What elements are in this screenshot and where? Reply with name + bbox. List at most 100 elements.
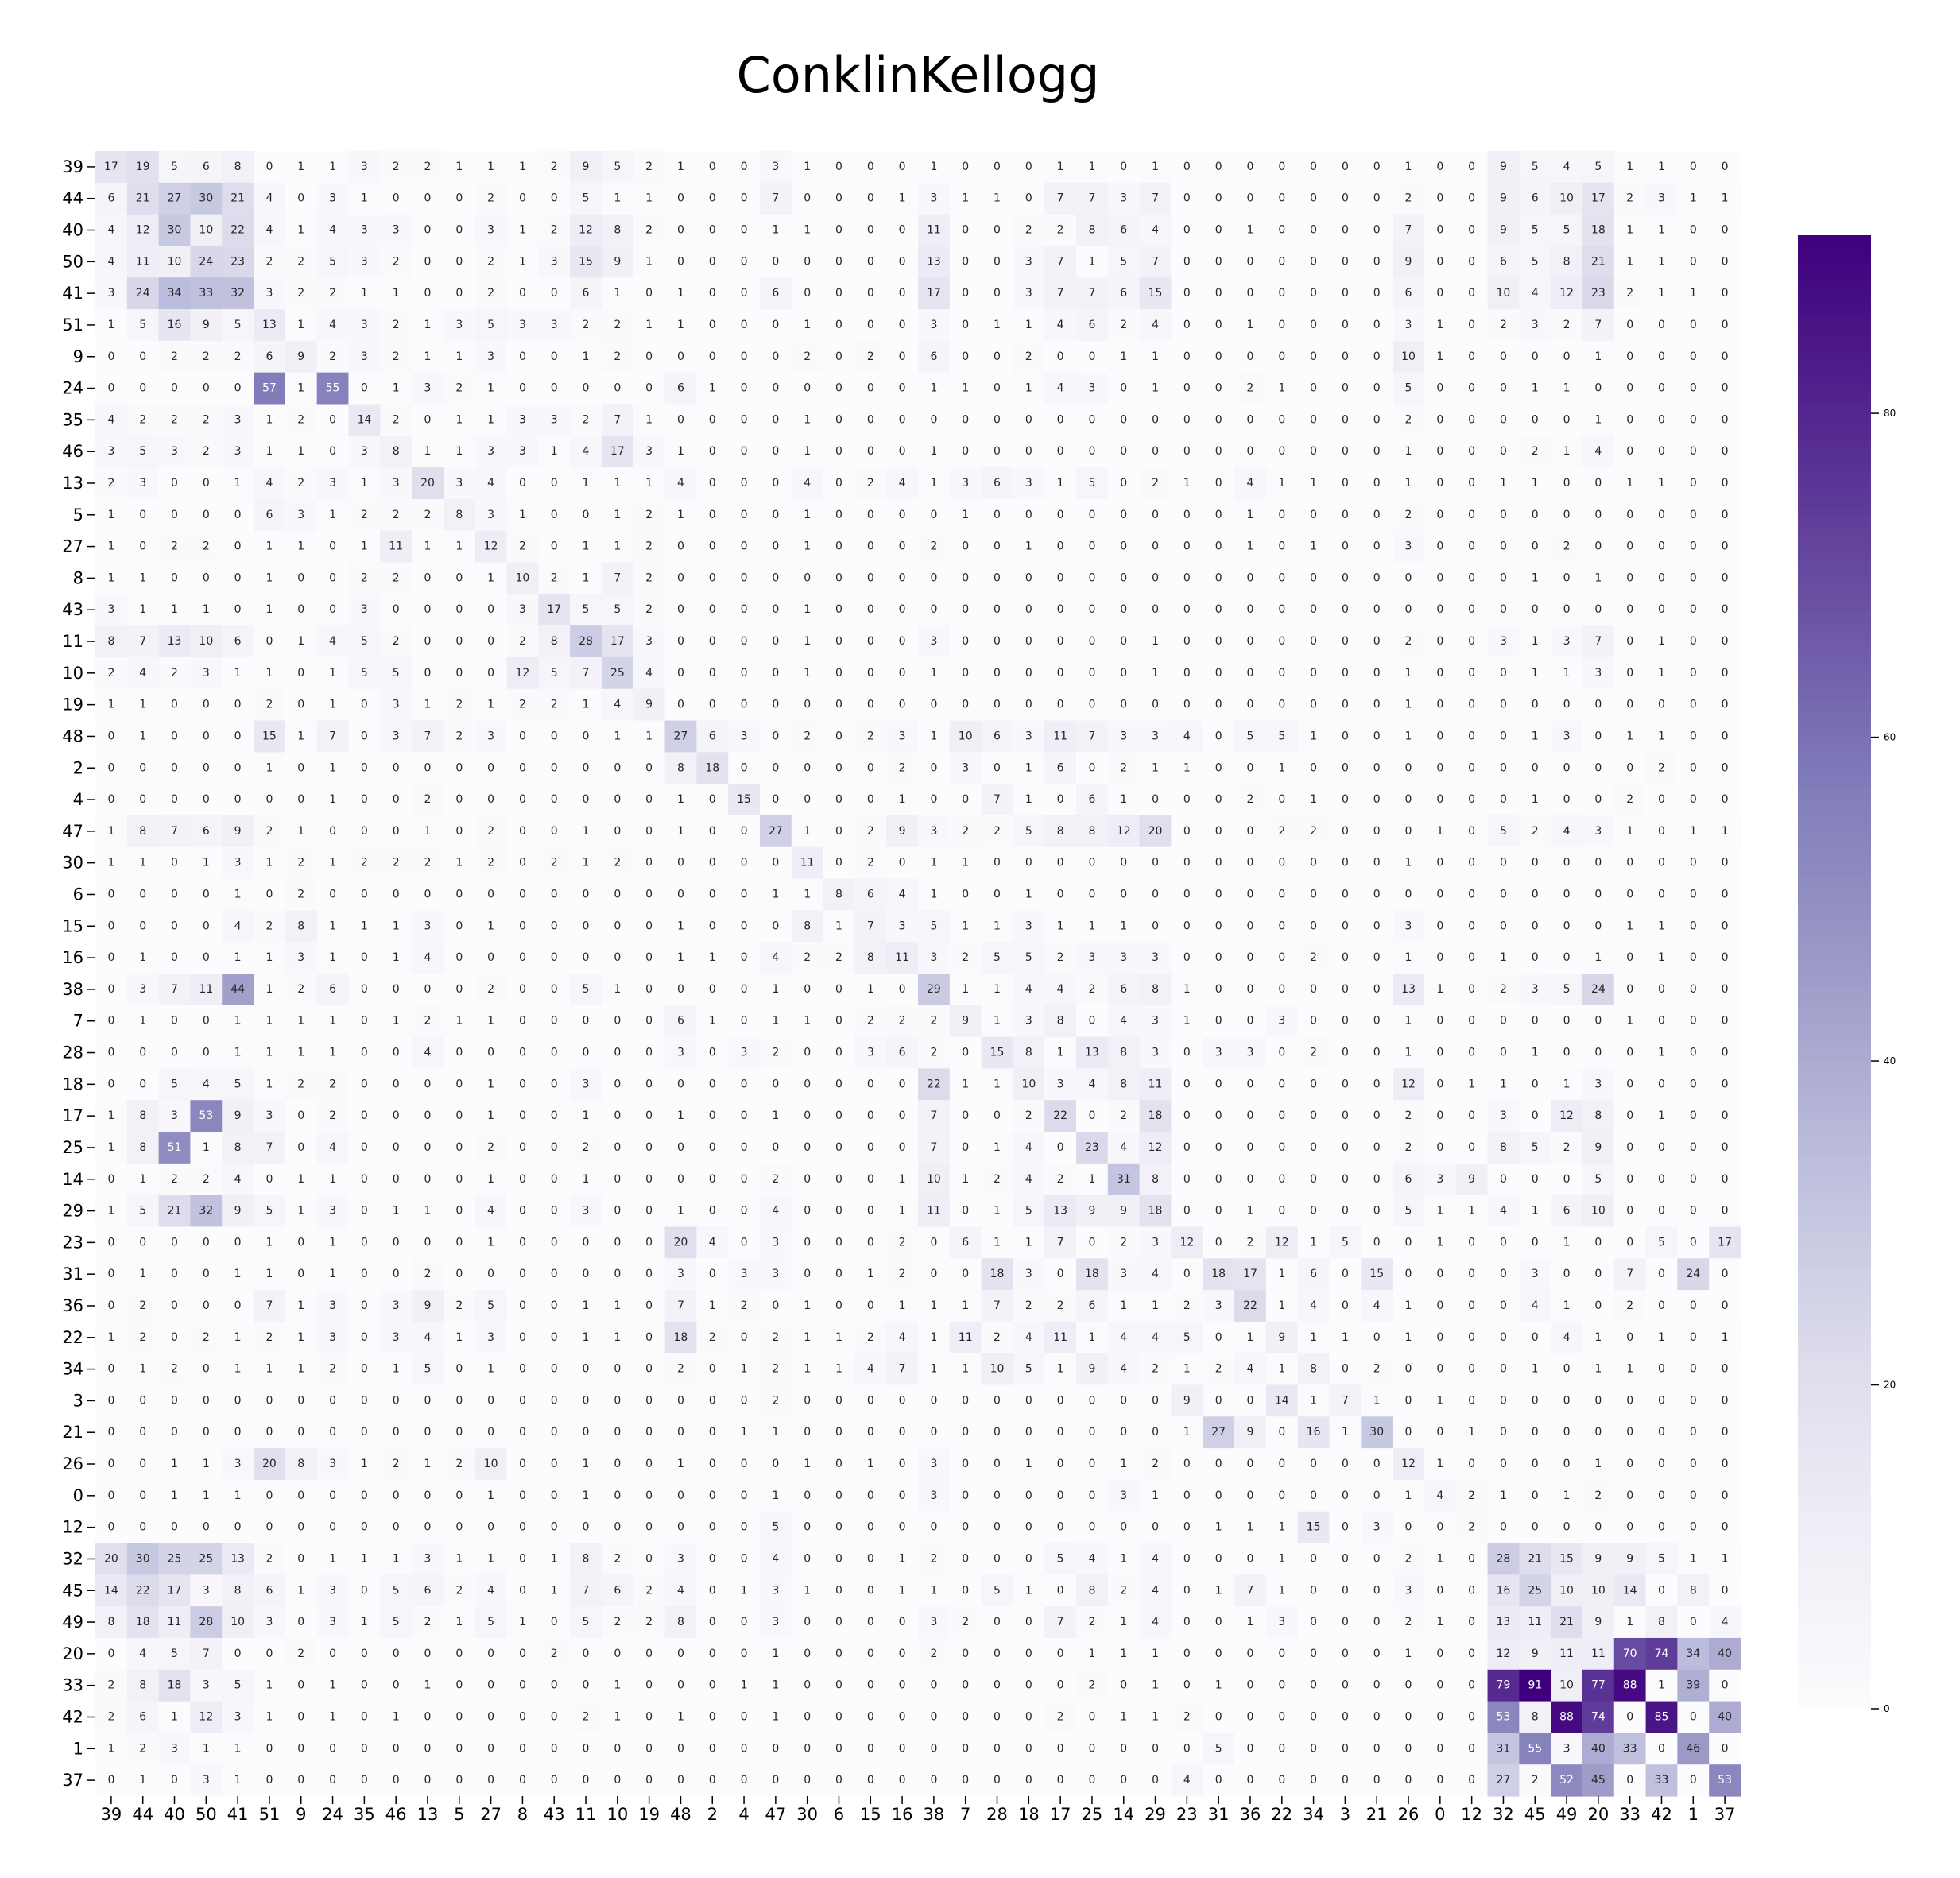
cell-value-label: 0 — [1690, 635, 1697, 648]
cell-value-label: 2 — [455, 1299, 463, 1312]
heatmap-cell — [1139, 277, 1172, 310]
cell-value-label: 1 — [867, 1458, 874, 1470]
cell-value-label: 0 — [1722, 1426, 1729, 1439]
cell-value-label: 0 — [1215, 287, 1222, 300]
heatmap-cell — [1424, 277, 1457, 310]
cell-value-label: 0 — [930, 509, 937, 521]
cell-value-label: 0 — [393, 983, 400, 996]
cell-value-label: 0 — [361, 1173, 368, 1186]
cell-value-label: 0 — [804, 1426, 811, 1439]
cell-value-label: 7 — [1342, 1394, 1349, 1407]
cell-value-label: 0 — [614, 1426, 621, 1439]
cell-value-label: 0 — [1025, 192, 1032, 205]
heatmap-cell — [412, 182, 444, 215]
heatmap-cell — [1487, 151, 1520, 184]
cell-value-label: 4 — [1088, 1078, 1095, 1090]
cell-value-label: 0 — [1120, 603, 1127, 616]
cell-value-label: 0 — [1500, 1236, 1507, 1249]
cell-value-label: 0 — [709, 793, 716, 806]
cell-value-label: 7 — [614, 571, 621, 584]
cell-value-label: 0 — [645, 888, 653, 900]
cell-value-label: 0 — [1722, 319, 1729, 331]
cell-value-label: 1 — [1658, 1047, 1665, 1059]
cell-value-label: 3 — [930, 1489, 937, 1502]
cell-value-label: 0 — [1563, 1394, 1571, 1407]
cell-value-label: 0 — [1120, 540, 1127, 553]
cell-value-label: 1 — [1183, 477, 1191, 490]
cell-value-label: 0 — [171, 1268, 178, 1280]
cell-value-label: 0 — [1342, 1458, 1349, 1470]
cell-value-label: 1 — [1120, 350, 1127, 363]
cell-value-label: 1 — [265, 1015, 273, 1028]
cell-value-label: 2 — [804, 951, 811, 964]
cell-value-label: 0 — [1658, 1458, 1665, 1470]
cell-value-label: 3 — [1278, 1015, 1285, 1028]
cell-value-label: 51 — [168, 1141, 182, 1154]
heatmap-cell — [190, 182, 223, 215]
cell-value-label: 3 — [1152, 1236, 1159, 1249]
cell-value-label: 0 — [709, 1141, 716, 1154]
cell-value-label: 12 — [1559, 287, 1574, 300]
heatmap-cell — [728, 246, 761, 278]
cell-value-label: 0 — [741, 224, 748, 237]
cell-value-label: 0 — [234, 603, 242, 616]
cell-value-label: 0 — [297, 761, 304, 774]
cell-value-label: 0 — [455, 224, 463, 237]
cell-value-label: 1 — [583, 540, 590, 553]
cell-value-label: 0 — [1468, 761, 1475, 774]
cell-value-label: 8 — [867, 951, 874, 964]
cell-value-label: 2 — [329, 1109, 336, 1122]
cell-value-label: 0 — [1373, 477, 1381, 490]
cell-value-label: 0 — [1373, 825, 1381, 838]
heatmap-cell — [316, 214, 350, 247]
cell-value-label: 1 — [1626, 161, 1633, 173]
cell-value-label: 18 — [705, 761, 719, 774]
cell-value-label: 0 — [1468, 793, 1475, 806]
cell-value-label: 0 — [1373, 1331, 1381, 1344]
heatmap-cell — [1519, 277, 1551, 310]
cell-value-label: 0 — [1436, 857, 1443, 869]
cell-value-label: 4 — [1373, 1299, 1381, 1312]
cell-value-label: 1 — [741, 1426, 748, 1439]
cell-value-label: 0 — [297, 793, 304, 806]
cell-value-label: 1 — [203, 1141, 210, 1154]
cell-value-label: 1 — [107, 825, 114, 838]
cell-value-label: 1 — [835, 920, 842, 932]
cell-value-label: 0 — [1626, 1489, 1633, 1502]
cell-value-label: 0 — [1500, 920, 1507, 932]
cell-value-label: 0 — [1373, 445, 1381, 458]
cell-value-label: 1 — [804, 635, 811, 648]
cell-value-label: 1 — [583, 350, 590, 363]
cell-value-label: 0 — [804, 1047, 811, 1059]
cell-value-label: 0 — [1658, 1394, 1665, 1407]
cell-value-label: 1 — [930, 445, 937, 458]
heatmap-cell — [285, 214, 318, 247]
cell-value-label: 0 — [899, 161, 906, 173]
cell-value-label: 1 — [804, 445, 811, 458]
cell-value-label: 0 — [835, 509, 842, 521]
cell-value-label: 0 — [1215, 1236, 1222, 1249]
cell-value-label: 0 — [1342, 1268, 1349, 1280]
cell-value-label: 0 — [1722, 1141, 1729, 1154]
cell-value-label: 0 — [1342, 192, 1349, 205]
cell-value-label: 1 — [645, 319, 653, 331]
cell-value-label: 0 — [1626, 857, 1633, 869]
cell-value-label: 2 — [265, 255, 273, 268]
cell-value-label: 0 — [1278, 951, 1285, 964]
cell-value-label: 8 — [234, 1141, 242, 1154]
cell-value-label: 2 — [1057, 1173, 1064, 1186]
heatmap-cell — [443, 214, 476, 247]
cell-value-label: 0 — [487, 603, 494, 616]
cell-value-label: 0 — [1626, 1394, 1633, 1407]
cell-value-label: 0 — [171, 761, 178, 774]
cell-value-label: 0 — [645, 825, 653, 838]
cell-value-label: 0 — [1215, 540, 1222, 553]
cell-value-label: 0 — [709, 1078, 716, 1090]
cell-value-label: 0 — [234, 540, 242, 553]
cell-value-label: 0 — [455, 1363, 463, 1376]
cell-value-label: 10 — [959, 730, 973, 742]
cell-value-label: 7 — [930, 1109, 937, 1122]
cell-value-label: 7 — [1088, 730, 1095, 742]
cell-value-label: 0 — [203, 1268, 210, 1280]
cell-value-label: 6 — [203, 825, 210, 838]
